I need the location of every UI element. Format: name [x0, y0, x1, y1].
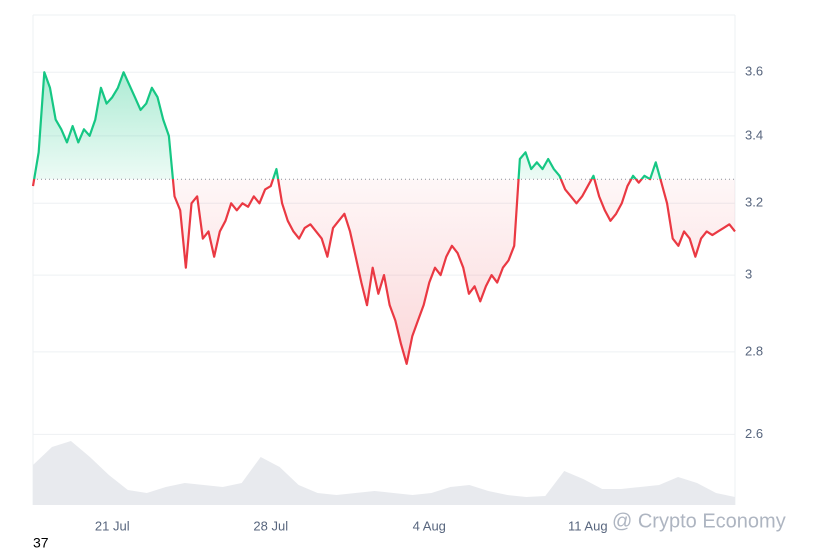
y-tick-label: 3.2: [745, 195, 763, 210]
y-tick-label: 3.6: [745, 64, 763, 79]
x-tick-label: 21 Jul: [95, 518, 130, 533]
y-tick-label: 2.6: [745, 426, 763, 441]
y-tick-label: 3.4: [745, 127, 763, 142]
area: [33, 72, 735, 364]
volume-area: [33, 441, 735, 505]
price-line: [31, 71, 736, 365]
footer-number: 37: [33, 535, 49, 550]
y-tick-label: 3: [745, 267, 752, 282]
watermark: @ Crypto Economy: [612, 510, 786, 532]
y-tick-label: 2.8: [745, 343, 763, 358]
x-tick-label: 11 Aug: [568, 518, 608, 533]
x-tick-label: 28 Jul: [253, 518, 288, 533]
x-tick-label: 4 Aug: [413, 518, 446, 533]
